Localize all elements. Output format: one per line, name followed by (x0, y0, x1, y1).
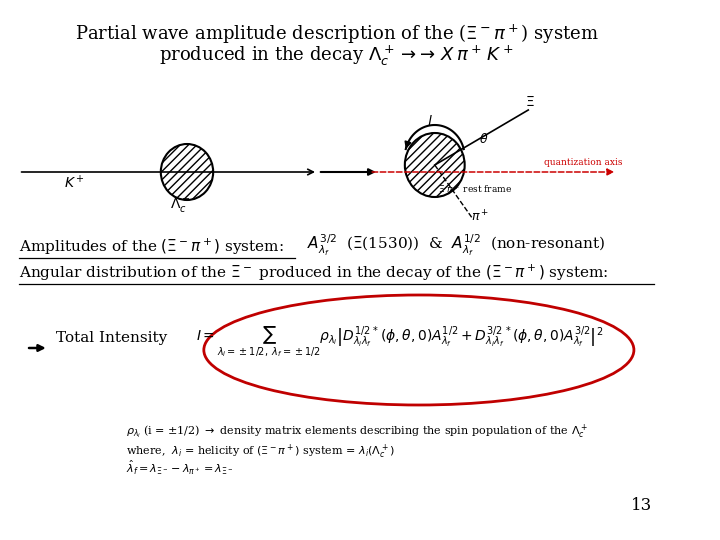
Text: quantization axis: quantization axis (544, 158, 623, 167)
Text: Amplitudes of the $(\Xi^-\pi^+)$ system:: Amplitudes of the $(\Xi^-\pi^+)$ system: (19, 237, 284, 257)
Text: Total Intensity: Total Intensity (56, 331, 167, 345)
Text: $\pi^+$: $\pi^+$ (471, 210, 490, 225)
Text: $K^+$: $K^+$ (63, 174, 84, 191)
Text: $A_{\lambda_f}^{3/2}$  ($\Xi$(1530))  &  $A_{\lambda_f}^{1/2}$  (non-resonant): $A_{\lambda_f}^{3/2}$ ($\Xi$(1530)) & $A… (307, 233, 605, 258)
Circle shape (405, 133, 464, 197)
Text: produced in the decay $\Lambda_c^+\rightarrow\!\rightarrow\, X\,\pi^+\,K^+$: produced in the decay $\Lambda_c^+\right… (159, 44, 514, 68)
Text: Angular distribution of the $\Xi^-$ produced in the decay of the $(\Xi^-\pi^+)$ : Angular distribution of the $\Xi^-$ prod… (19, 262, 608, 283)
Text: Partial wave amplitude description of the ($\Xi^-\pi^+$) system: Partial wave amplitude description of th… (75, 22, 598, 45)
Text: $\Xi$: $\Xi$ (526, 95, 535, 109)
Text: $\hat{\lambda}_f = \lambda_{\Xi^-} - \lambda_{\pi^+} = \lambda_{\Xi^-}$: $\hat{\lambda}_f = \lambda_{\Xi^-} - \la… (126, 458, 233, 477)
Text: $I = \sum_{\lambda_i=\pm 1/2,\;\lambda_f=\pm 1/2}\rho_{\lambda_i} \left| D^{1/2\: $I = \sum_{\lambda_i=\pm 1/2,\;\lambda_f… (197, 324, 603, 360)
Text: $\Xi\;\pi^+$ rest frame: $\Xi\;\pi^+$ rest frame (438, 183, 512, 195)
Text: $\Lambda_c^-$: $\Lambda_c^-$ (170, 196, 191, 214)
Text: $\theta$: $\theta$ (479, 132, 488, 146)
Circle shape (161, 144, 213, 200)
Text: $l$: $l$ (427, 114, 433, 129)
Text: where,  $\lambda_i$ = helicity of $(\Xi^-\pi^+)$ system = $\lambda_i(\Lambda_c^+: where, $\lambda_i$ = helicity of $(\Xi^-… (126, 443, 395, 461)
Text: 13: 13 (631, 497, 652, 514)
Text: $\rho_{\lambda_i}$ (i = $\pm$1/2) $\rightarrow$ density matrix elements describi: $\rho_{\lambda_i}$ (i = $\pm$1/2) $\righ… (126, 423, 588, 441)
